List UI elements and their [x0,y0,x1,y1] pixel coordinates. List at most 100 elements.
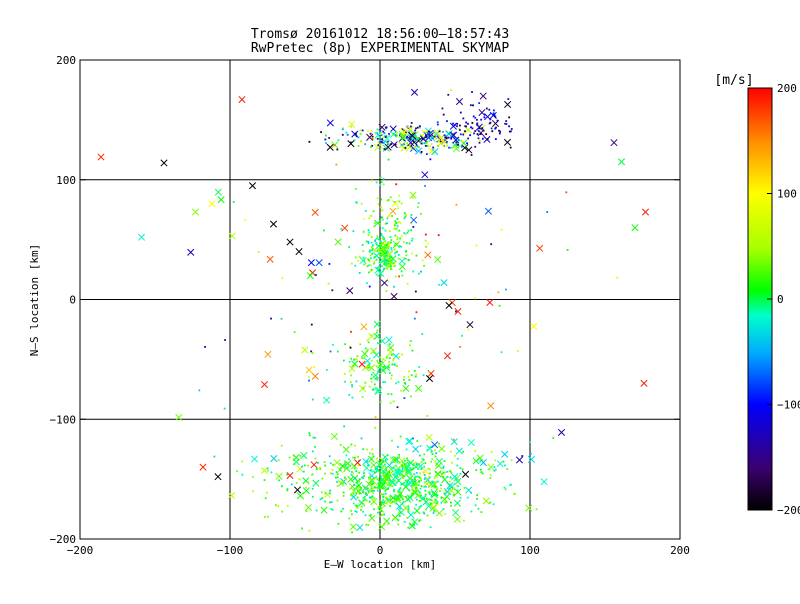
scatter-dot [387,199,390,201]
scatter-cross [378,123,386,131]
scatter-dot [464,130,466,133]
scatter-dot [353,467,356,470]
scatter-cross [484,207,492,215]
scatter-dot [396,406,399,409]
scatter-dot [241,473,244,476]
scatter-dot [388,471,391,474]
scatter-dot [381,227,384,230]
scatter-cross [434,256,442,264]
scatter-dot [481,137,484,140]
scatter-dot [492,113,494,116]
scatter-dot [334,476,337,479]
scatter-dot [454,454,456,457]
scatter-dot [438,283,440,286]
scatter-cross [440,495,449,503]
scatter-cross [454,488,462,496]
scatter-dot [474,145,477,148]
scatter-dot [444,513,447,516]
scatter-dot [372,375,375,378]
scatter-dot [402,477,404,479]
scatter-dot [407,229,410,232]
scatter-dot [351,385,354,388]
scatter-cross [356,523,364,532]
scatter-dot [470,491,472,494]
scatter-dot [479,468,482,471]
scatter-dot [360,202,363,205]
scatter-cross [386,470,394,478]
scatter-dot [382,498,385,501]
scatter-dot [396,217,399,220]
scatter-dot [393,248,396,251]
colorbar-tick-label: −100 [777,399,800,412]
scatter-dot [371,489,373,492]
scatter-dot [386,356,388,359]
scatter-dot [332,343,334,346]
scatter-dot [480,511,483,514]
scatter-cross [389,130,398,138]
scatter-dot [383,148,386,150]
colorbar-tick-label: 100 [777,188,797,201]
scatter-dot [407,376,410,378]
scatter-dot [459,111,462,114]
scatter-dot [368,250,371,253]
scatter-cross [337,479,345,487]
scatter-dot [448,146,450,149]
scatter-dot [424,185,426,187]
scatter-cross [427,480,435,489]
scatter-dot [365,488,368,491]
scatter-cross [530,322,538,330]
scatter-dot [387,245,390,248]
scatter-dot [337,139,340,142]
scatter-dot [389,265,392,268]
scatter-dot [445,137,448,140]
scatter-dot [447,93,450,96]
scatter-dot [365,523,368,526]
scatter-dot [351,384,353,386]
scatter-dot [384,255,386,258]
scatter-cross [286,471,294,480]
scatter-cross [375,386,383,394]
scatter-dot [351,531,353,534]
colorbar-tick-label: 200 [777,82,797,95]
scatter-dot [394,222,397,225]
scatter-dot [442,476,445,478]
scatter-dot [381,251,384,254]
scatter-dot [552,437,555,439]
scatter-dot [376,234,379,237]
scatter-dot [367,229,370,232]
scatter-dot [398,221,400,223]
scatter-cross [341,224,349,232]
scatter-dot [264,497,267,500]
scatter-dot [405,448,408,451]
scatter-dot [414,146,416,149]
scatter-dot [424,462,427,465]
scatter-dot [337,522,340,525]
scatter-dot [367,258,370,261]
scatter-dot [372,244,374,247]
scatter-dot [418,479,420,482]
scatter-dot [382,358,385,361]
scatter-cross [361,350,369,358]
scatter-dot [396,250,399,253]
scatter-dot [430,143,433,145]
scatter-dot [429,526,432,529]
scatter-dot [388,133,390,135]
scatter-dot [462,133,465,136]
scatter-cross [333,459,341,467]
scatter-dot [506,468,509,471]
scatter-dot [420,468,423,471]
scatter-dot [376,359,379,362]
scatter-dot [459,133,462,136]
scatter-dot [471,91,473,93]
scatter-dot [386,222,388,225]
scatter-dot [431,458,434,461]
scatter-cross [304,503,312,512]
scatter-dot [390,239,393,241]
scatter-dot [329,501,331,504]
scatter-dot [404,147,407,149]
scatter-dot [389,484,392,487]
scatter-dot [387,143,389,146]
scatter-dot [376,487,379,490]
scatter-dot [265,491,268,494]
scatter-dot [498,304,501,307]
